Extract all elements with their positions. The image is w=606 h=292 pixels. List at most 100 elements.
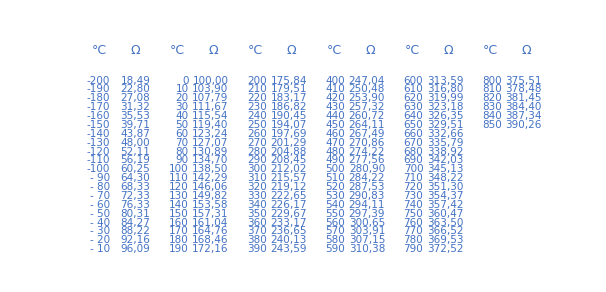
Text: 530: 530 — [325, 191, 345, 201]
Text: 400: 400 — [325, 76, 345, 86]
Text: 274,22: 274,22 — [348, 147, 385, 157]
Text: 500: 500 — [325, 164, 345, 174]
Text: 236,65: 236,65 — [270, 227, 307, 237]
Text: 580: 580 — [325, 235, 345, 245]
Text: 390,26: 390,26 — [505, 120, 542, 130]
Text: 226,17: 226,17 — [270, 200, 307, 210]
Text: 300: 300 — [247, 164, 267, 174]
Text: 294,11: 294,11 — [348, 200, 385, 210]
Text: 297,39: 297,39 — [348, 209, 385, 219]
Text: 290,83: 290,83 — [348, 191, 385, 201]
Text: 230: 230 — [247, 102, 267, 112]
Text: 76,33: 76,33 — [121, 200, 150, 210]
Text: 340: 340 — [247, 200, 267, 210]
Text: 770: 770 — [404, 227, 423, 237]
Text: 31,32: 31,32 — [121, 102, 150, 112]
Text: 56,19: 56,19 — [121, 155, 150, 166]
Text: 161,04: 161,04 — [192, 218, 228, 227]
Text: 270,86: 270,86 — [348, 138, 385, 148]
Text: 790: 790 — [404, 244, 423, 254]
Text: 335,79: 335,79 — [427, 138, 464, 148]
Text: 303,91: 303,91 — [348, 227, 385, 237]
Text: 610: 610 — [404, 84, 423, 94]
Text: 366,52: 366,52 — [427, 227, 464, 237]
Text: 375,51: 375,51 — [505, 76, 542, 86]
Text: 247,04: 247,04 — [348, 76, 385, 86]
Text: 760: 760 — [404, 218, 423, 227]
Text: 250: 250 — [247, 120, 267, 130]
Text: 92,16: 92,16 — [121, 235, 150, 245]
Text: 190: 190 — [168, 244, 188, 254]
Text: 357,42: 357,42 — [427, 200, 464, 210]
Text: 640: 640 — [404, 111, 423, 121]
Text: 140: 140 — [168, 200, 188, 210]
Text: 80: 80 — [175, 147, 188, 157]
Text: 130,89: 130,89 — [192, 147, 228, 157]
Text: 100: 100 — [169, 164, 188, 174]
Text: 40: 40 — [175, 111, 188, 121]
Text: 88,22: 88,22 — [121, 227, 150, 237]
Text: 20: 20 — [175, 93, 188, 103]
Text: 430: 430 — [325, 102, 345, 112]
Text: 387,34: 387,34 — [505, 111, 542, 121]
Text: 369,53: 369,53 — [427, 235, 464, 245]
Text: 210: 210 — [247, 84, 267, 94]
Text: 130: 130 — [168, 191, 188, 201]
Text: - 40: - 40 — [90, 218, 110, 227]
Text: 48,00: 48,00 — [121, 138, 150, 148]
Text: 240: 240 — [247, 111, 267, 121]
Text: 730: 730 — [404, 191, 423, 201]
Text: 253,90: 253,90 — [348, 93, 385, 103]
Text: 284,22: 284,22 — [348, 173, 385, 183]
Text: 348,22: 348,22 — [427, 173, 464, 183]
Text: 630: 630 — [404, 102, 423, 112]
Text: 470: 470 — [325, 138, 345, 148]
Text: 103,90: 103,90 — [192, 84, 228, 94]
Text: 233,17: 233,17 — [270, 218, 307, 227]
Text: 84,27: 84,27 — [121, 218, 150, 227]
Text: 142,29: 142,29 — [192, 173, 228, 183]
Text: 700: 700 — [404, 164, 423, 174]
Text: 68,33: 68,33 — [121, 182, 150, 192]
Text: °C: °C — [92, 44, 107, 57]
Text: 390: 390 — [247, 244, 267, 254]
Text: - 30: - 30 — [90, 227, 110, 237]
Text: 342,03: 342,03 — [427, 155, 464, 166]
Text: 650: 650 — [404, 120, 423, 130]
Text: 170: 170 — [168, 227, 188, 237]
Text: °C: °C — [170, 44, 185, 57]
Text: 204,88: 204,88 — [270, 147, 307, 157]
Text: 710: 710 — [404, 173, 423, 183]
Text: 330: 330 — [247, 191, 267, 201]
Text: 52,11: 52,11 — [121, 147, 150, 157]
Text: 810: 810 — [482, 84, 502, 94]
Text: 550: 550 — [325, 209, 345, 219]
Text: 830: 830 — [482, 102, 502, 112]
Text: 60,25: 60,25 — [121, 164, 150, 174]
Text: 313,59: 313,59 — [427, 76, 464, 86]
Text: 27,08: 27,08 — [121, 93, 150, 103]
Text: 840: 840 — [482, 111, 502, 121]
Text: - 20: - 20 — [90, 235, 110, 245]
Text: -130: -130 — [87, 138, 110, 148]
Text: 460: 460 — [325, 129, 345, 139]
Text: Ω: Ω — [130, 44, 140, 57]
Text: 208,45: 208,45 — [270, 155, 307, 166]
Text: 560: 560 — [325, 218, 345, 227]
Text: 384,40: 384,40 — [505, 102, 542, 112]
Text: 310: 310 — [247, 173, 267, 183]
Text: Ω: Ω — [208, 44, 218, 57]
Text: 260: 260 — [247, 129, 267, 139]
Text: 280: 280 — [247, 147, 267, 157]
Text: 190,45: 190,45 — [270, 111, 307, 121]
Text: 360: 360 — [247, 218, 267, 227]
Text: 590: 590 — [325, 244, 345, 254]
Text: 329,51: 329,51 — [427, 120, 464, 130]
Text: 30: 30 — [175, 102, 188, 112]
Text: 320: 320 — [247, 182, 267, 192]
Text: 160: 160 — [168, 218, 188, 227]
Text: - 60: - 60 — [90, 200, 110, 210]
Text: 243,59: 243,59 — [270, 244, 307, 254]
Text: -200: -200 — [87, 76, 110, 86]
Text: 240,13: 240,13 — [270, 235, 307, 245]
